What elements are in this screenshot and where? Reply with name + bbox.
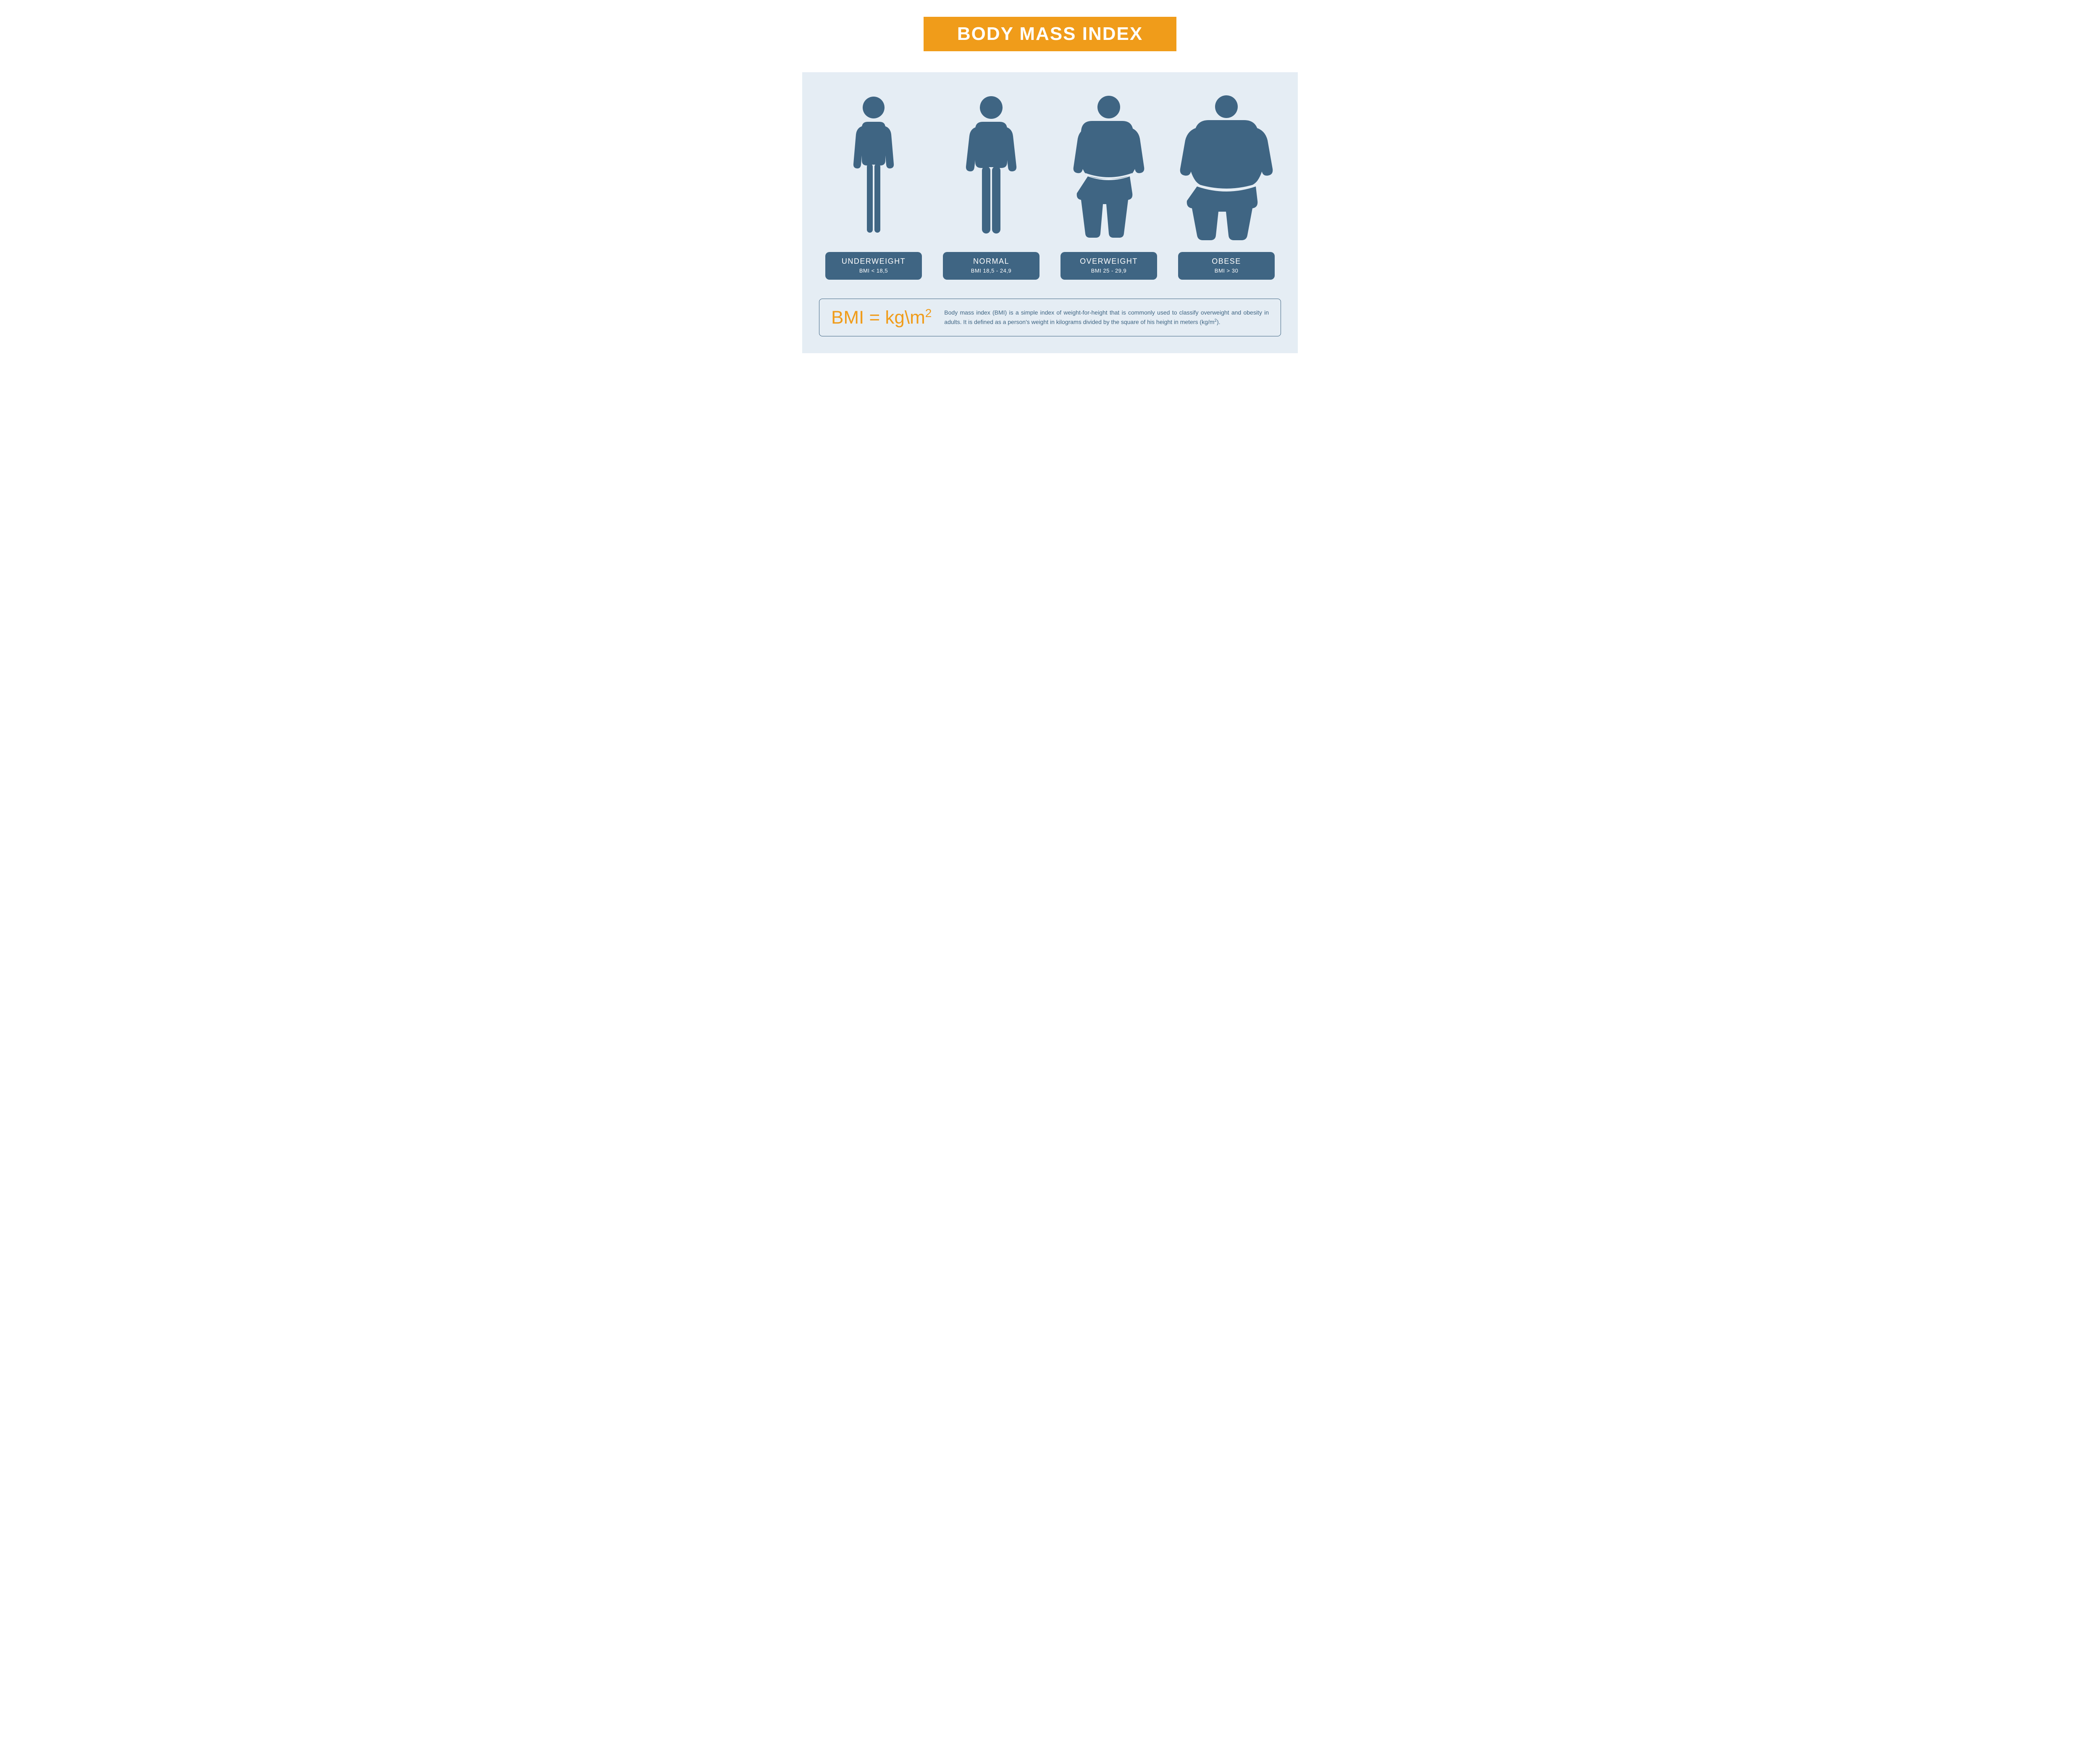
title-bar: BODY MASS INDEX	[924, 17, 1176, 51]
label-range: BMI 25 - 29,9	[1064, 268, 1154, 274]
infographic-panel: UNDERWEIGHT BMI < 18,5	[802, 72, 1298, 353]
formula-text: BMI = kg\m2	[831, 307, 932, 328]
figure-normal-icon	[937, 93, 1046, 244]
label-title: UNDERWEIGHT	[829, 257, 919, 266]
label-title: OBESE	[1181, 257, 1271, 266]
figure-underweight-icon	[819, 93, 928, 244]
label-range: BMI > 30	[1181, 268, 1271, 274]
title-text: BODY MASS INDEX	[957, 24, 1143, 44]
figures-row: UNDERWEIGHT BMI < 18,5	[819, 93, 1281, 280]
label-title: OVERWEIGHT	[1064, 257, 1154, 266]
category-overweight: OVERWEIGHT BMI 25 - 29,9	[1054, 93, 1163, 280]
label-overweight: OVERWEIGHT BMI 25 - 29,9	[1060, 252, 1157, 280]
category-obese: OBESE BMI > 30	[1172, 93, 1281, 280]
label-title: NORMAL	[946, 257, 1036, 266]
formula-box: BMI = kg\m2 Body mass index (BMI) is a s…	[819, 299, 1281, 336]
label-normal: NORMAL BMI 18,5 - 24,9	[943, 252, 1040, 280]
label-underweight: UNDERWEIGHT BMI < 18,5	[825, 252, 922, 280]
figure-overweight-icon	[1054, 93, 1163, 244]
description-text: Body mass index (BMI) is a simple index …	[944, 308, 1269, 327]
label-obese: OBESE BMI > 30	[1178, 252, 1275, 280]
label-range: BMI < 18,5	[829, 268, 919, 274]
category-normal: NORMAL BMI 18,5 - 24,9	[937, 93, 1046, 280]
category-underweight: UNDERWEIGHT BMI < 18,5	[819, 93, 928, 280]
label-range: BMI 18,5 - 24,9	[946, 268, 1036, 274]
figure-obese-icon	[1172, 93, 1281, 244]
